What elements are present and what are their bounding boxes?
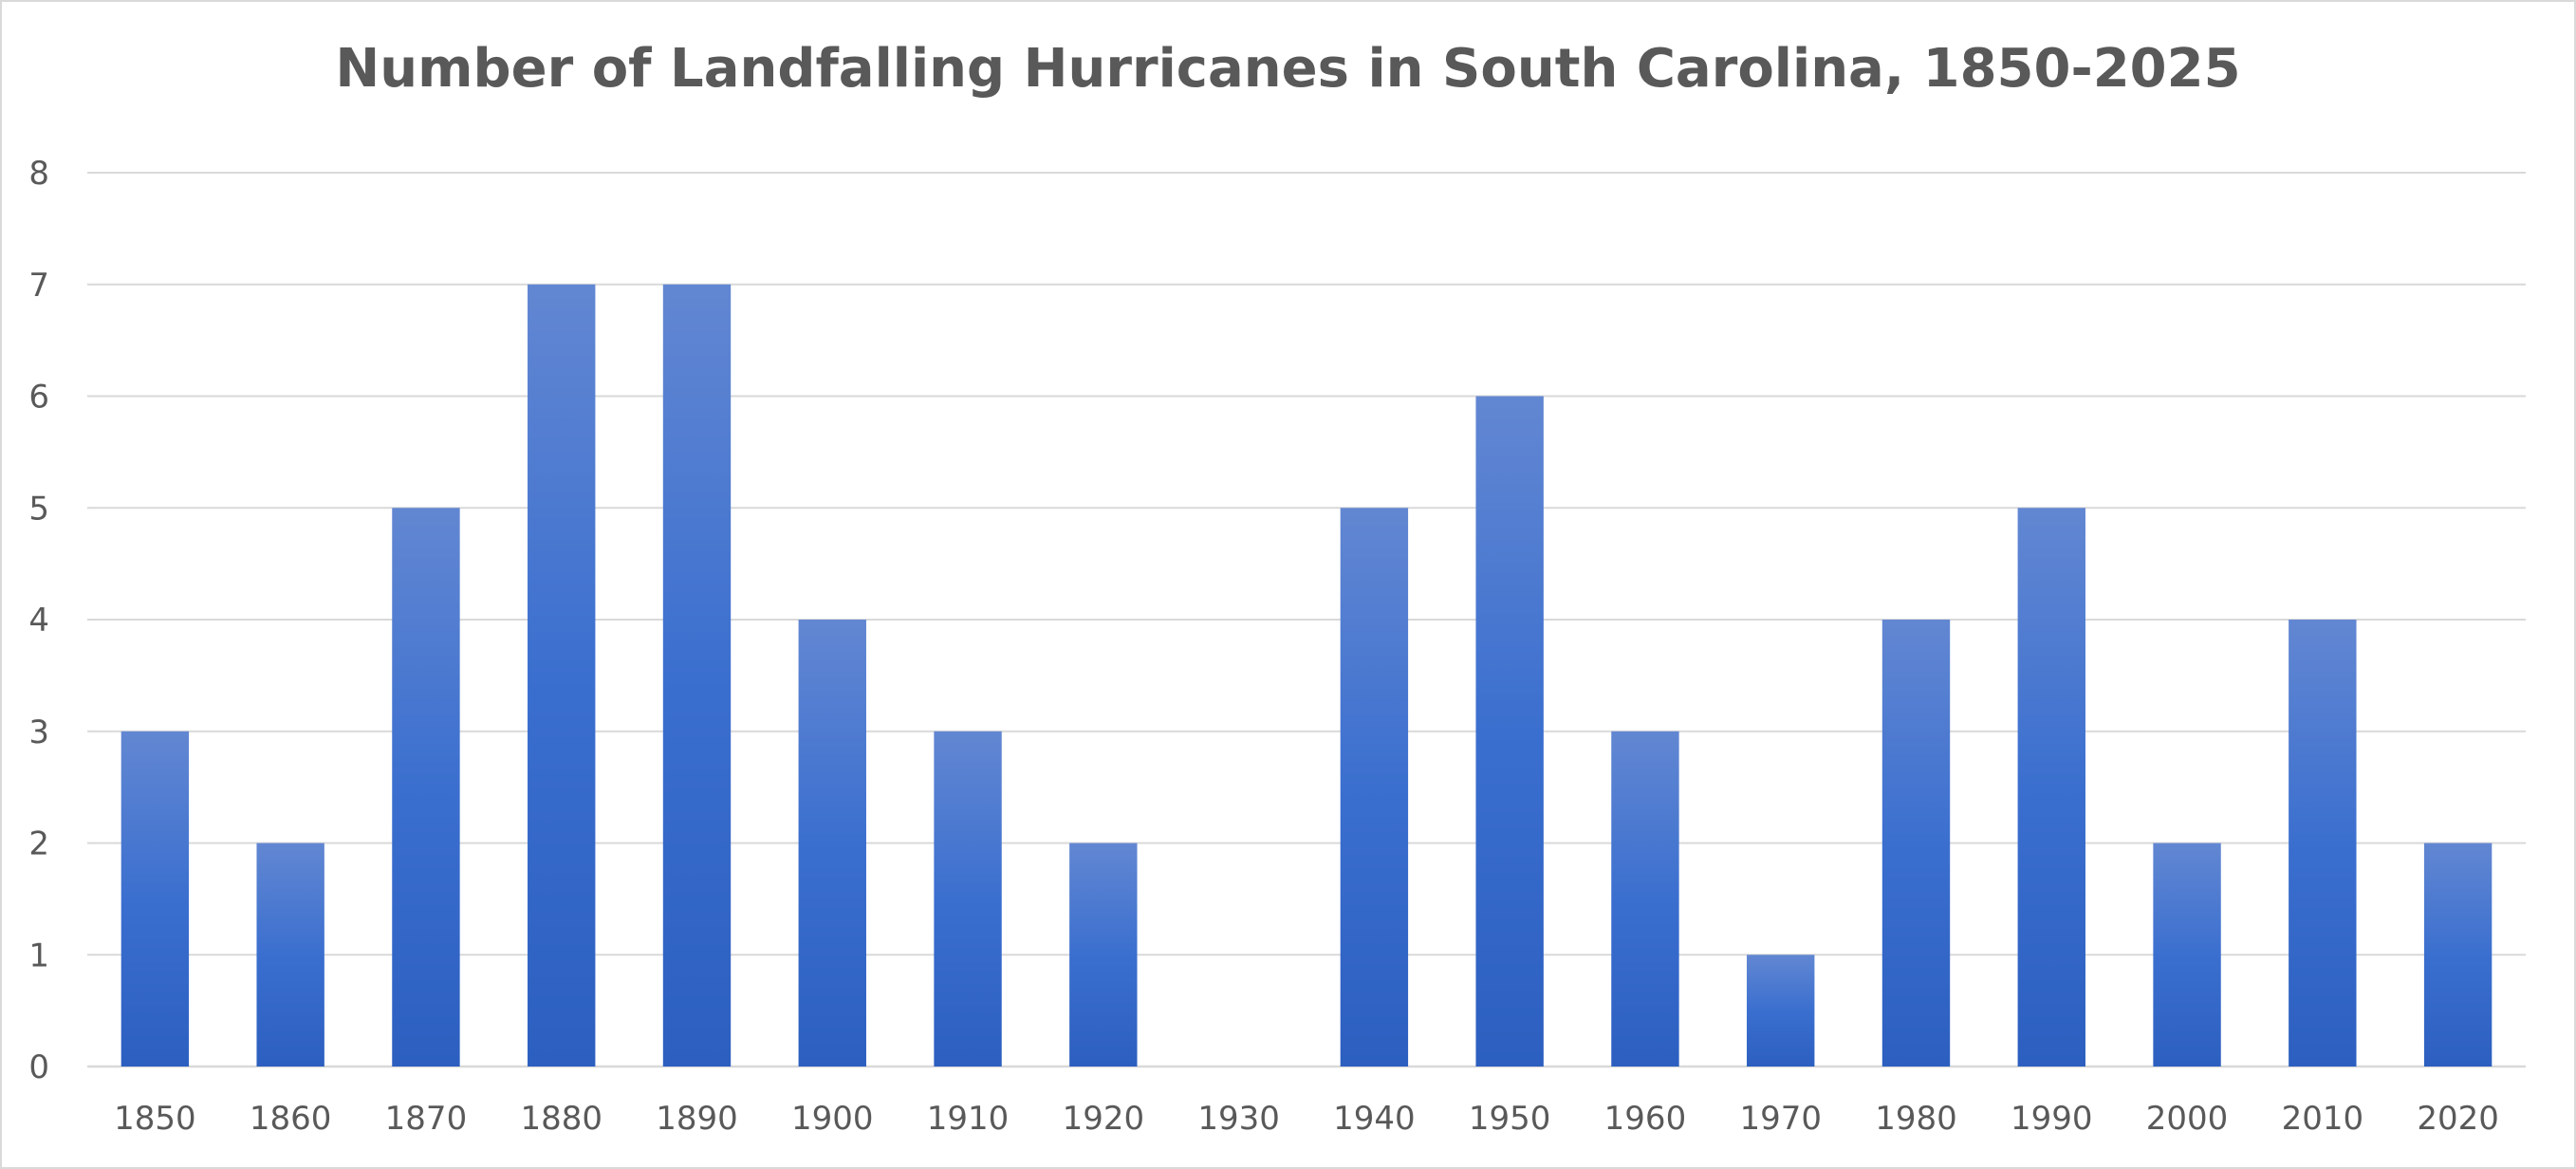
x-tick-label-1870: 1870 <box>385 1100 468 1138</box>
x-tick-label-1920: 1920 <box>1063 1100 1145 1138</box>
x-tick-label-1950: 1950 <box>1469 1100 1551 1138</box>
bar-2020 <box>2423 843 2493 1067</box>
gridlines <box>87 172 2526 1068</box>
y-tick-label: 1 <box>28 937 49 974</box>
x-tick-label-1990: 1990 <box>2011 1100 2093 1138</box>
y-tick-label: 0 <box>28 1048 49 1086</box>
y-tick-label: 4 <box>28 602 49 640</box>
x-tick-label-2000: 2000 <box>2146 1100 2229 1138</box>
x-tick-label-2010: 2010 <box>2282 1100 2364 1138</box>
x-tick-label-1880: 1880 <box>520 1100 602 1138</box>
bar-2010 <box>2289 620 2357 1067</box>
bar-1990 <box>2017 508 2085 1067</box>
y-tick-label: 6 <box>28 379 49 417</box>
x-tick-label-2020: 2020 <box>2417 1100 2499 1138</box>
y-axis-tick-labels: 0 1 2 3 4 5 6 7 8 <box>28 155 49 1086</box>
x-tick-label-1960: 1960 <box>1604 1100 1687 1138</box>
x-tick-label-1850: 1850 <box>114 1100 196 1138</box>
y-tick-label: 8 <box>28 155 49 193</box>
bar-1880 <box>528 284 596 1067</box>
bar-1950 <box>1475 396 1544 1067</box>
bar-1890 <box>662 284 732 1067</box>
x-tick-label-1910: 1910 <box>927 1100 1010 1138</box>
bar-1870 <box>392 508 460 1067</box>
bar-2000 <box>2153 843 2221 1067</box>
x-tick-label-1930: 1930 <box>1197 1100 1280 1138</box>
chart-title: Number of Landfalling Hurricanes in Sout… <box>335 38 2241 100</box>
bar-1940 <box>1340 508 1409 1067</box>
y-tick-label: 3 <box>28 714 49 752</box>
bars <box>120 284 2493 1067</box>
bar-1910 <box>934 731 1002 1067</box>
bar-1970 <box>1747 955 1815 1067</box>
x-tick-label-1970: 1970 <box>1739 1100 1822 1138</box>
bar-1900 <box>798 620 866 1067</box>
y-tick-label: 5 <box>28 490 49 528</box>
x-tick-label-1890: 1890 <box>656 1100 738 1138</box>
x-tick-label-1980: 1980 <box>1875 1100 1957 1138</box>
y-tick-label: 7 <box>28 267 49 305</box>
x-axis-tick-labels: 1850 1860 1870 1880 1890 1900 1910 1920 1930 1940… <box>114 1100 2499 1138</box>
bar-1860 <box>256 843 324 1067</box>
x-tick-label-1860: 1860 <box>250 1100 332 1138</box>
x-tick-label-1900: 1900 <box>791 1100 874 1138</box>
bar-1850 <box>120 731 190 1067</box>
bar-1960 <box>1611 731 1679 1067</box>
y-tick-label: 2 <box>28 826 49 863</box>
bar-1920 <box>1069 843 1138 1067</box>
x-tick-label-1940: 1940 <box>1333 1100 1416 1138</box>
bar-1980 <box>1881 620 1951 1067</box>
